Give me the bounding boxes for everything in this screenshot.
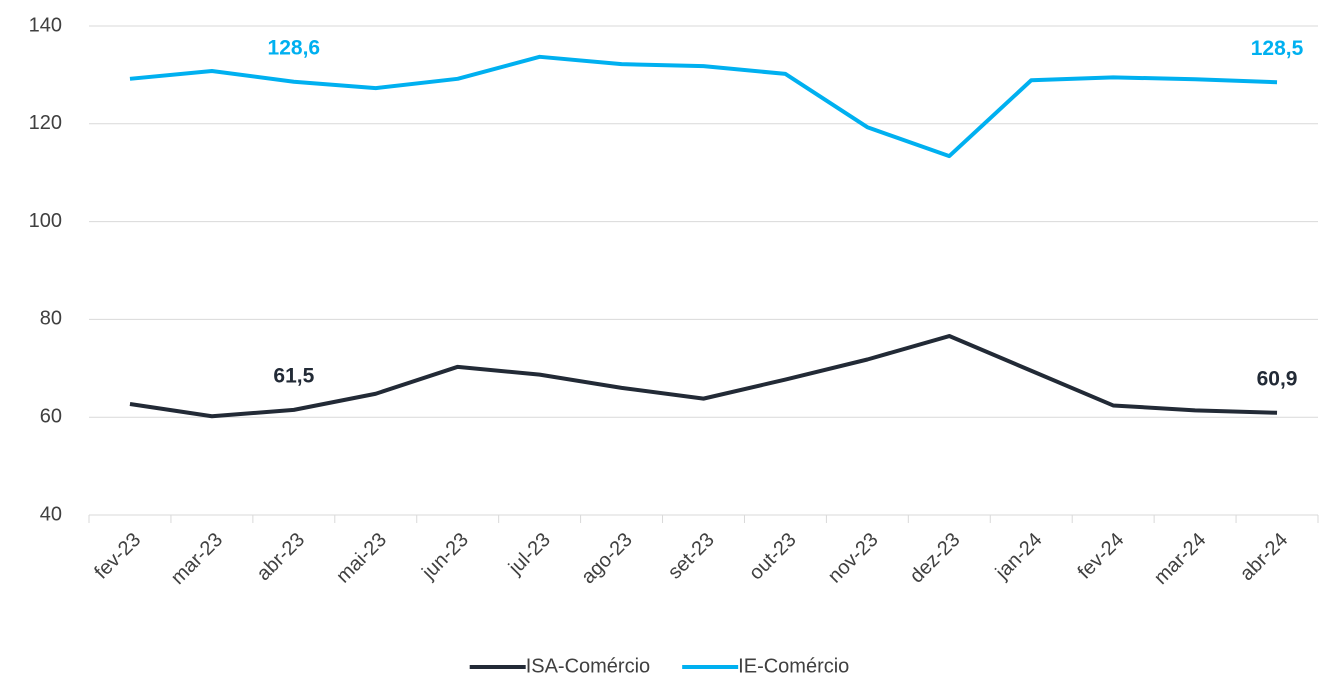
x-tick-label: fev-24 <box>1074 529 1129 584</box>
y-tick-label: 100 <box>29 210 62 232</box>
y-tick-label: 120 <box>29 112 62 134</box>
x-tick-label: set-23 <box>664 529 719 584</box>
x-tick-label: jul-23 <box>504 529 555 580</box>
data-label: 61,5 <box>273 364 314 387</box>
x-tick-label: ago-23 <box>577 529 637 589</box>
data-label: 128,5 <box>1251 37 1304 60</box>
x-tick-label: nov-23 <box>824 529 883 588</box>
legend-label: ISA-Comércio <box>526 655 650 677</box>
x-tick-label: fev-23 <box>90 529 145 584</box>
x-tick-label: mai-23 <box>332 529 391 588</box>
y-tick-label: 40 <box>40 503 62 525</box>
legend: ISA-Comércio IE-Comércio <box>469 655 849 677</box>
series-line <box>129 54 1278 159</box>
x-tick-label: out-23 <box>745 529 801 585</box>
y-tick-label: 60 <box>40 405 62 427</box>
x-tick-label: jun-23 <box>417 529 473 585</box>
data-label: 128,6 <box>268 36 321 59</box>
x-tick-label: abr-23 <box>253 529 309 585</box>
y-tick-label: 80 <box>40 308 62 330</box>
x-tick-label: abr-24 <box>1236 529 1292 585</box>
series-line <box>129 334 1278 419</box>
y-tick-label: 140 <box>29 14 62 36</box>
x-tick-label: dez-23 <box>906 529 965 588</box>
x-tick-label: mar-23 <box>167 529 227 589</box>
data-label: 60,9 <box>1257 367 1298 390</box>
legend-label: IE-Comércio <box>738 655 849 677</box>
x-tick-label: mar-24 <box>1150 529 1210 589</box>
x-tick-label: jan-24 <box>991 529 1047 585</box>
